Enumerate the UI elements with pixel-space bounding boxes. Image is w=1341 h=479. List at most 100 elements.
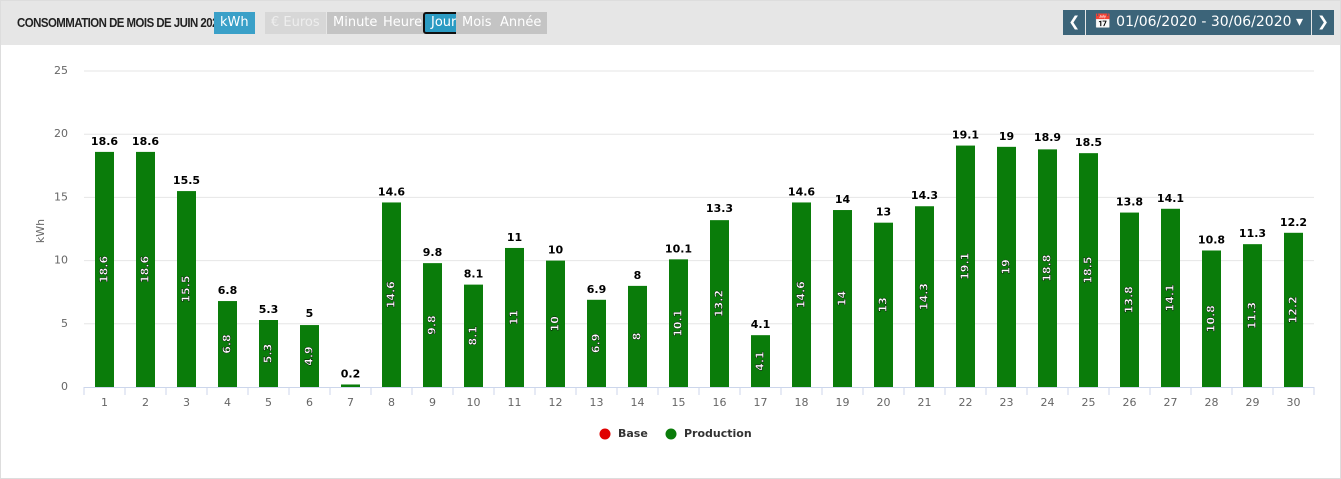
bar: [833, 210, 852, 387]
x-tick-label: 29: [1246, 396, 1260, 409]
bar: [792, 202, 811, 387]
bar-total-label: 10.8: [1198, 233, 1225, 246]
unit-kwh-button[interactable]: kWh: [214, 12, 255, 34]
bar: [546, 260, 565, 387]
bar: [956, 145, 975, 387]
x-tick-label: 2: [142, 396, 149, 409]
x-tick-label: 11: [508, 396, 522, 409]
x-tick-label: 18: [795, 396, 809, 409]
bar-inner-label: 10.8: [1205, 305, 1218, 332]
y-tick-label: 5: [61, 317, 68, 330]
bar-total-label: 15.5: [173, 174, 200, 187]
bar-inner-label: 18.6: [98, 256, 111, 283]
bar-inner-label: 14: [836, 291, 849, 307]
bar-inner-label: 10.1: [672, 310, 685, 337]
period-year-button[interactable]: Année: [494, 12, 548, 34]
bar: [1202, 250, 1221, 387]
bar-total-label: 10.1: [665, 242, 692, 255]
bar-inner-label: 6.8: [221, 334, 234, 354]
bar-inner-label: 14.3: [918, 283, 931, 310]
header: CONSOMMATION DE MOIS DE JUIN 2020 kWh € …: [1, 1, 1340, 45]
bar-inner-label: 18.8: [1041, 255, 1054, 282]
x-tick-label: 13: [590, 396, 604, 409]
chart: kWh 0 5 10 15 20 25 1 18.6 18.6 2 18.6 18.6 3 15.5 15.…: [34, 64, 1315, 440]
bar: [382, 202, 401, 387]
bar: [997, 146, 1016, 387]
bar-inner-label: 8.1: [467, 326, 480, 346]
bar: [300, 325, 319, 387]
bar-total-label: 14.6: [788, 185, 815, 198]
bar-inner-label: 13: [877, 297, 890, 312]
x-tick-label: 1: [101, 396, 108, 409]
bar-total-label: 14.1: [1157, 192, 1184, 205]
bar-inner-label: 8: [631, 333, 644, 341]
bar: [95, 151, 114, 387]
prev-button[interactable]: ❮: [1063, 10, 1086, 35]
bar-inner-label: 15.5: [180, 275, 193, 302]
x-tick-label: 24: [1041, 396, 1055, 409]
x-tick-label: 20: [877, 396, 891, 409]
x-tick-label: 12: [549, 396, 563, 409]
x-tick-label: 19: [836, 396, 850, 409]
y-axis-label: kWh: [34, 219, 47, 243]
date-picker[interactable]: 📅 01/06/2020 - 30/06/2020 ▾: [1086, 10, 1311, 35]
x-tick-label: 23: [1000, 396, 1014, 409]
unit-euros-button[interactable]: € Euros: [265, 12, 326, 34]
bar: [710, 220, 729, 387]
next-button[interactable]: ❯: [1312, 10, 1334, 35]
bar-inner-label: 11: [508, 310, 521, 325]
bar-inner-label: 14.6: [385, 281, 398, 308]
bar: [669, 259, 688, 387]
bar-inner-label: 13.8: [1123, 286, 1136, 313]
bar-total-label: 5: [306, 307, 314, 320]
x-tick-label: 26: [1123, 396, 1137, 409]
x-tick-label: 8: [388, 396, 395, 409]
bar: [628, 285, 647, 387]
bar: [915, 206, 934, 387]
bar-total-label: 13.8: [1116, 196, 1143, 209]
x-tick-label: 16: [713, 396, 727, 409]
bar-inner-label: 14.6: [795, 281, 808, 308]
bar-total-label: 6.8: [218, 284, 238, 297]
x-tick-label: 22: [959, 396, 973, 409]
x-tick-label: 14: [631, 396, 645, 409]
bar: [1284, 232, 1303, 387]
bar-inner-label: 19: [1000, 259, 1013, 274]
y-tick-label: 15: [54, 190, 68, 203]
x-tick-label: 27: [1164, 396, 1178, 409]
bar-inner-label: 5.3: [262, 344, 275, 364]
bar-total-label: 13: [876, 206, 891, 219]
bar-total-label: 14.6: [378, 185, 405, 198]
divider: [1085, 10, 1087, 35]
bar: [177, 191, 196, 387]
bar-inner-label: 18.6: [139, 256, 152, 283]
bar-inner-label: 6.9: [590, 334, 603, 354]
legend-label: Production: [684, 427, 752, 440]
bar-inner-label: 4.1: [754, 351, 767, 371]
bar-total-label: 5.3: [259, 303, 279, 316]
bar-total-label: 12.2: [1280, 216, 1307, 229]
legend-label: Base: [618, 427, 648, 440]
bar: [423, 263, 442, 387]
bar: [1038, 149, 1057, 387]
bar-total-label: 0.2: [341, 367, 361, 380]
x-tick-label: 21: [918, 396, 932, 409]
period-month-button[interactable]: Mois: [456, 12, 498, 34]
y-tick-label: 20: [54, 127, 68, 140]
period-hour-button[interactable]: Heure: [377, 12, 429, 34]
bar: [505, 247, 524, 387]
bar-total-label: 18.5: [1075, 136, 1102, 149]
bar-total-label: 8: [634, 269, 642, 282]
x-tick-label: 3: [183, 396, 190, 409]
bar-total-label: 14: [835, 193, 851, 206]
x-tick-label: 9: [429, 396, 436, 409]
x-tick-label: 17: [754, 396, 768, 409]
x-tick-label: 4: [224, 396, 231, 409]
bar: [874, 222, 893, 387]
period-minute-button[interactable]: Minute: [327, 12, 384, 34]
bar: [218, 301, 237, 387]
legend-marker: [599, 428, 611, 440]
bar-total-label: 18.6: [132, 135, 159, 148]
bar: [1161, 208, 1180, 387]
